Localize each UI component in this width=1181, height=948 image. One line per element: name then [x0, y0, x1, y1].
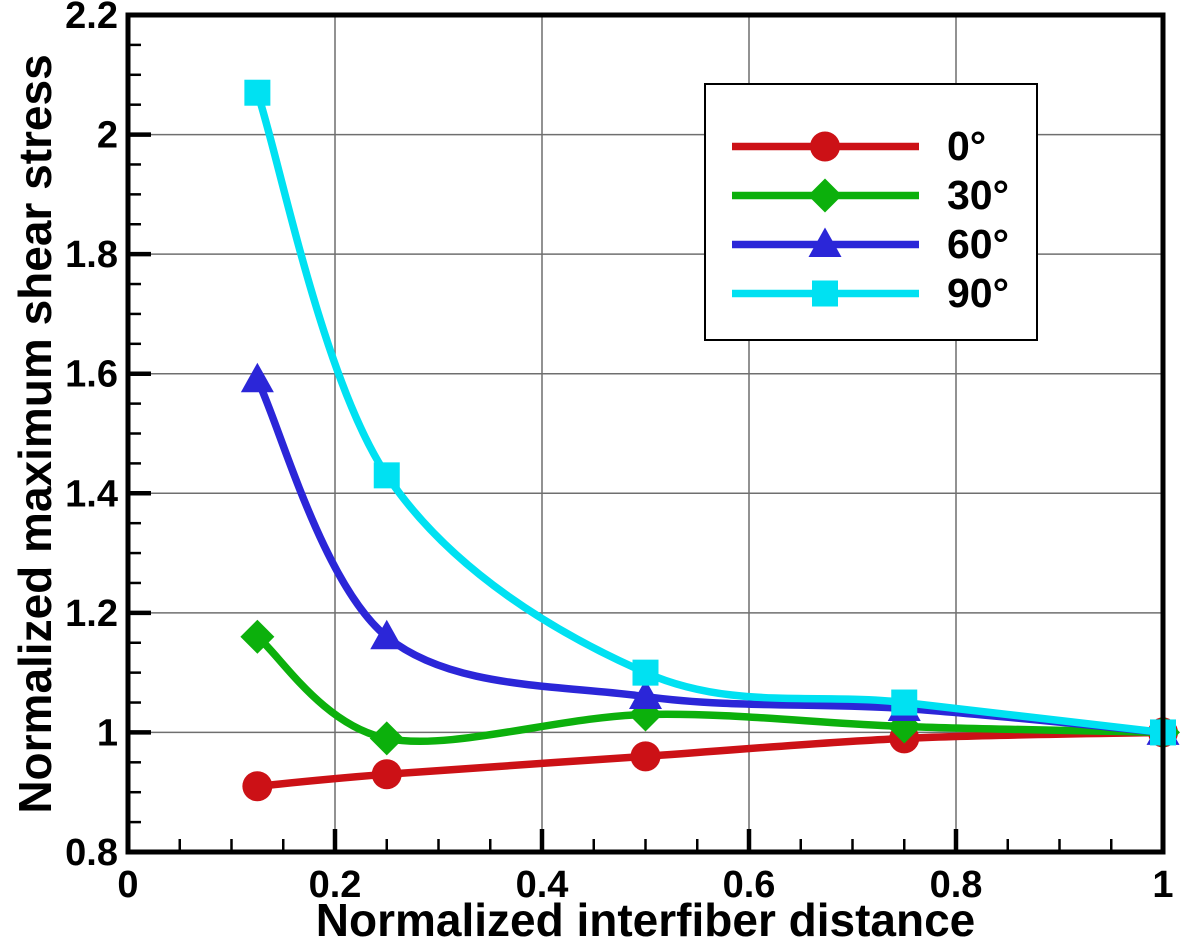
y-tick-label: 1.4: [65, 473, 118, 515]
legend-marker-3: [812, 280, 838, 307]
data-point-marker-1: [240, 619, 275, 654]
data-point-marker-3: [632, 659, 659, 686]
data-point-marker-3: [244, 79, 271, 106]
legend: 0° 30° 60° 90°: [704, 83, 1038, 341]
legend-item-90deg: 90°: [706, 269, 1036, 318]
x-tick-label: 0.2: [309, 864, 362, 906]
data-point-marker-0: [630, 741, 661, 772]
data-point-marker-3: [373, 462, 400, 489]
y-tick-label: 2: [97, 115, 118, 157]
x-tick-label: 0: [117, 864, 138, 906]
data-point-marker-2: [240, 362, 274, 393]
x-tick-label: 0.4: [516, 864, 569, 906]
y-tick-label: 2.2: [65, 0, 118, 37]
series-90°: [244, 79, 1176, 746]
series-line-2: [253, 375, 1167, 737]
legend-item-0deg: 0°: [706, 122, 1036, 171]
legend-label-60deg: 60°: [947, 221, 1010, 267]
series-line-0: [253, 728, 1167, 790]
legend-item-30deg: 30°: [706, 171, 1036, 220]
y-tick-label: 1.6: [65, 354, 118, 396]
legend-sample-circle-icon: [732, 131, 919, 162]
legend-marker-1: [808, 178, 842, 213]
legend-sample-triangle-icon: [732, 227, 919, 257]
legend-marker-2: [808, 227, 842, 257]
legend-sample-square-icon: [732, 280, 919, 307]
x-tick-label: 0.8: [930, 864, 983, 906]
y-axis-title: Normalized maximum shear stress: [9, 54, 61, 814]
y-tick-label: 1.2: [65, 593, 118, 635]
legend-label-0deg: 0°: [947, 123, 987, 169]
x-tick-label: 1: [1152, 864, 1173, 906]
data-point-marker-0: [371, 759, 402, 790]
plot-border: [125, 12, 1166, 855]
legend-marker-0: [810, 131, 840, 162]
legend-label-90deg: 90°: [947, 270, 1010, 316]
y-tick-label: 1.8: [65, 234, 118, 276]
series-line-3: [253, 88, 1167, 737]
y-tick-label: 0.8: [65, 832, 118, 874]
data-point-marker-2: [629, 679, 662, 710]
x-axis-title: Normalized interfiber distance: [315, 894, 976, 946]
legend-label-30deg: 30°: [947, 172, 1010, 218]
legend-item-60deg: 60°: [706, 220, 1036, 269]
data-point-marker-0: [242, 771, 273, 802]
legend-sample-diamond-icon: [732, 178, 919, 213]
data-point-marker-1: [369, 721, 404, 756]
y-tick-label: 1: [97, 712, 118, 754]
x-tick-label: 0.6: [723, 864, 776, 906]
data-point-marker-2: [370, 619, 404, 650]
series-60°: [240, 362, 1180, 745]
data-point-marker-3: [891, 689, 918, 716]
